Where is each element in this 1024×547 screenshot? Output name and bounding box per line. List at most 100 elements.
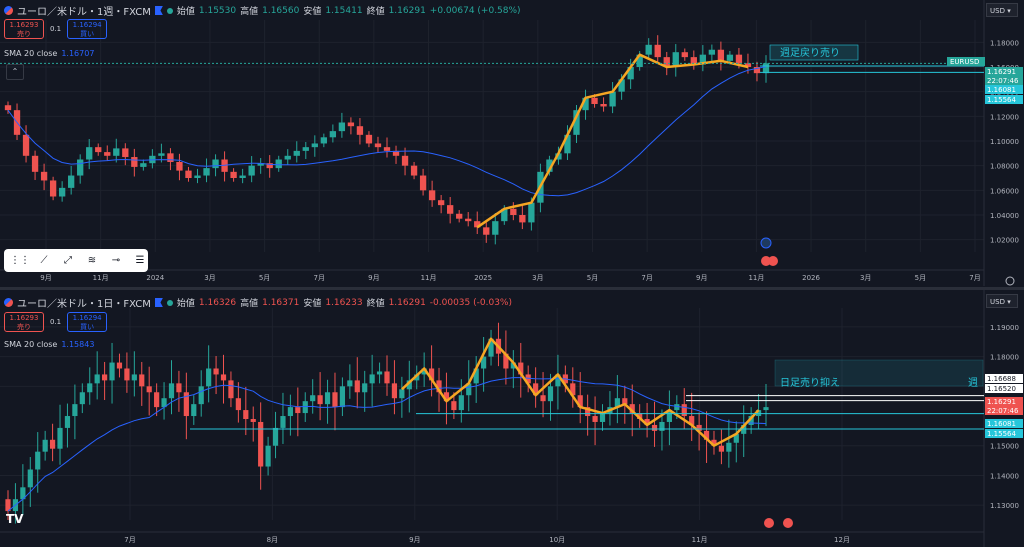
low-label: 安値 [303,299,322,309]
x-tick-label: 5月 [587,274,598,282]
flag-icon[interactable] [154,298,163,307]
x-tick-label: 11月 [93,274,109,282]
candle-body [176,161,183,171]
panel-divider[interactable] [0,287,1024,290]
candle-body [651,424,658,431]
trend-line-icon[interactable]: ⟋ [40,254,48,266]
candle-body [399,389,405,399]
candle-body [109,362,115,381]
candle-body [733,433,739,443]
x-tick-label: 11月 [748,274,764,282]
candle-body [87,383,93,393]
candle-body [265,445,271,467]
candle-body [483,227,490,235]
daily-chart-canvas[interactable]: 1.190001.180001.170001.150001.140001.130… [0,290,1024,547]
collapse-legend-button[interactable]: ⌃ [6,64,24,80]
candle-body [410,165,418,176]
candle-body [466,383,472,396]
drag-handle-icon[interactable]: ⋮⋮ [10,254,30,266]
tradingview-logo[interactable]: TV [6,512,24,526]
x-tick-label: 12月 [834,536,850,544]
buy-button[interactable]: 1.16294 買い [67,19,108,39]
candle-body [437,200,445,206]
candle-body [555,153,562,160]
candle-body [510,208,517,215]
candle-body [663,57,670,67]
candle-body [451,401,457,411]
buy-label: 買い [80,323,95,331]
weekly-symbol-title[interactable]: ユーロ／米ドル・1週・FXCM [17,7,151,18]
zigzag-drawing [476,53,749,229]
candle-body [275,159,282,169]
symbol-logo-icon [4,6,13,15]
candle-body [42,439,48,452]
sell-button[interactable]: 1.16293 売り [4,19,44,39]
candle-body [614,398,620,408]
buy-price: 1.16294 [72,314,102,322]
candle-body [708,49,716,55]
candle-body [365,134,373,144]
candle-body [570,383,576,396]
price-tag [985,85,1023,94]
candle-body [447,205,454,214]
weekly-chart-panel[interactable]: 1.180001.160001.140001.120001.100001.080… [0,0,1024,287]
candle-body [564,134,571,154]
currency-select[interactable]: USD ▾ [986,294,1018,308]
candle-body [525,374,531,384]
candle-body [4,105,12,111]
candle-body [546,159,553,172]
flag-icon[interactable] [154,6,163,15]
candle-body [79,392,85,405]
candle-body [102,374,108,381]
candle-body [311,143,318,148]
daily-chart-panel[interactable]: 1.190001.180001.170001.150001.140001.130… [0,290,1024,547]
currency-select[interactable]: USD ▾ [986,3,1018,17]
candle-body [20,487,26,500]
us-flag-icon [783,518,793,528]
sma-value: 1.15843 [61,340,95,349]
candle-body [287,407,293,417]
candle-body [654,44,661,58]
candle-body [154,392,160,408]
buy-button[interactable]: 1.16294 買い [67,312,108,332]
open-value: 1.16326 [198,297,237,308]
candle-body [690,57,697,65]
sma-legend[interactable]: SMA 20 close 1.16707 [4,49,94,58]
sma-legend[interactable]: SMA 20 close 1.15843 [4,340,94,349]
candle-body [243,410,249,419]
x-tick-label: 9月 [409,536,420,544]
candle-body [406,380,412,390]
candle-body [320,137,327,144]
candle-body [637,413,643,419]
candle-body [666,410,672,422]
candle-body [198,386,204,405]
candle-body [168,383,175,399]
market-open-icon [166,299,173,306]
horizontal-ray-icon[interactable]: ⊸ [111,254,121,266]
low-label: 安値 [303,7,322,17]
candle-body [317,395,323,405]
candle-body [674,404,680,411]
sma-label: SMA 20 close [4,340,58,349]
price-tag [985,95,1023,104]
price-tag-label: 1.16520 [987,385,1016,393]
price-tag [947,57,985,66]
candle-body [456,213,463,219]
daily-symbol-title[interactable]: ユーロ／米ドル・1日・FXCM [17,299,151,310]
parallel-channel-icon[interactable]: ☰ [135,254,145,266]
candle-body [58,187,66,197]
sell-button[interactable]: 1.16293 売り [4,312,44,332]
price-tag [985,397,1023,406]
annotation-box [774,359,984,387]
candle-body [473,368,479,384]
ray-icon[interactable]: ⤢ [64,254,72,266]
y-tick-label: 1.18000 [990,39,1019,47]
candle-body [362,383,368,393]
price-tag-label: 1.16081 [987,420,1016,428]
weekly-chart-canvas[interactable]: 1.180001.160001.140001.120001.100001.080… [0,0,1024,287]
candle-body [703,430,710,440]
daily-legend-header: ユーロ／米ドル・1日・FXCM 始値 1.16326 高値 1.16371 安値 1.… [4,295,512,310]
fib-retracement-icon[interactable]: ≋ [87,254,97,266]
zigzag-drawing [401,337,760,447]
spread-value: 0.1 [50,25,62,33]
